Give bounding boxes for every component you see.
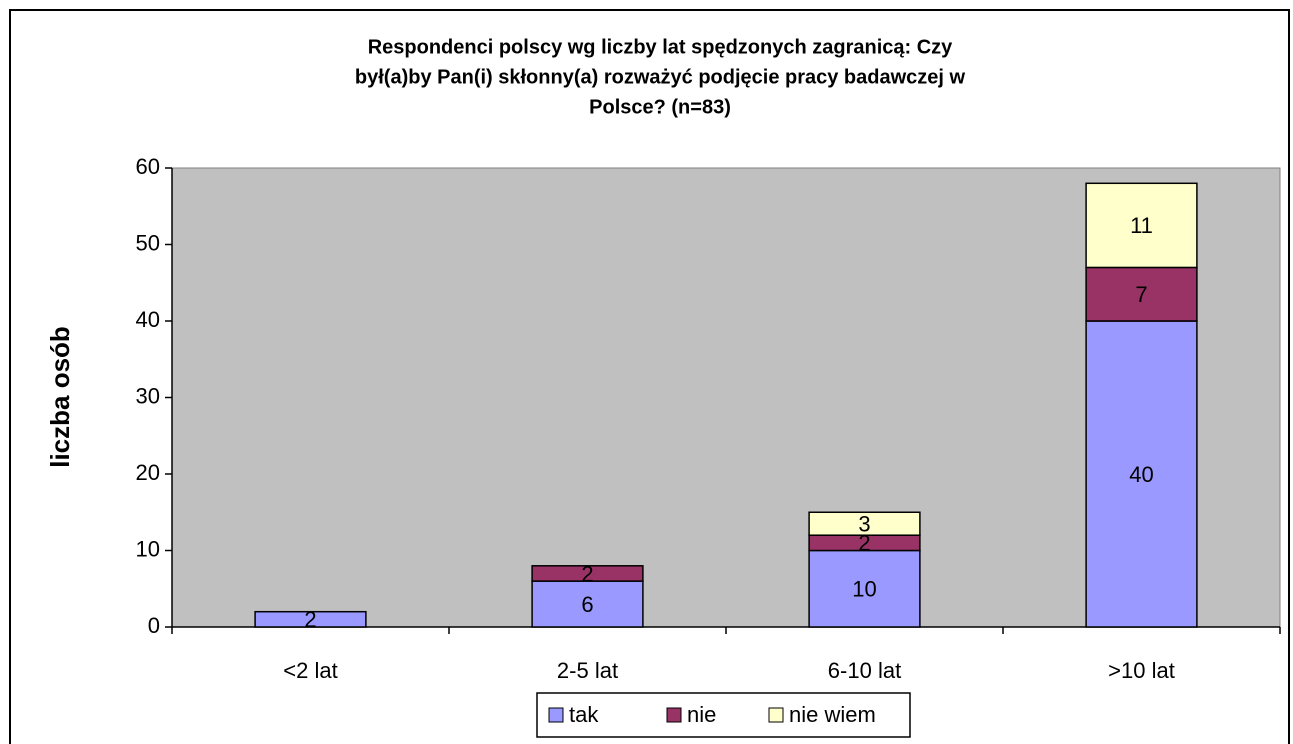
bar-segment <box>1085 266 1198 322</box>
bar-segment <box>1085 320 1198 628</box>
x-tick-label: <2 lat <box>283 658 337 683</box>
y-tick-label: 50 <box>136 230 160 255</box>
chart-title: Polsce? (n=83) <box>589 96 731 118</box>
x-tick-label: 6-10 lat <box>828 658 901 683</box>
legend-box <box>536 692 911 738</box>
data-label: 2 <box>581 561 593 586</box>
x-tick-label: >10 lat <box>1108 658 1175 683</box>
bar-segment <box>531 580 644 628</box>
x-tick-label: 2-5 lat <box>557 658 618 683</box>
data-label: 2 <box>858 531 870 556</box>
y-tick-label: 20 <box>136 460 160 485</box>
legend-label: nie wiem <box>789 702 876 727</box>
y-axis-label: liczba osób <box>45 326 75 468</box>
legend-label: tak <box>569 702 599 727</box>
legend-swatch <box>548 707 564 723</box>
y-tick-label: 40 <box>136 307 160 332</box>
y-tick-label: 30 <box>136 383 160 408</box>
chart-title: był(a)by Pan(i) skłonny(a) rozważyć podj… <box>355 66 966 88</box>
data-label: 2 <box>304 607 316 632</box>
bar-segment <box>808 511 921 536</box>
y-tick-label: 0 <box>148 613 160 638</box>
data-label: 7 <box>1135 282 1147 307</box>
data-label: 40 <box>1129 462 1153 487</box>
data-label: 6 <box>581 592 593 617</box>
legend-label: nie <box>687 702 716 727</box>
data-label: 3 <box>858 512 870 537</box>
legend-swatch <box>768 707 784 723</box>
data-label: 10 <box>852 577 876 602</box>
y-tick-label: 60 <box>136 154 160 179</box>
chart-title: Respondenci polscy wg liczby lat spędzon… <box>368 36 953 58</box>
bar-segment <box>254 610 367 628</box>
bar-segment <box>1085 182 1198 269</box>
data-label: 11 <box>1130 213 1153 238</box>
legend-swatch <box>666 707 682 723</box>
y-tick-label: 10 <box>136 536 160 561</box>
bar-segment <box>531 565 644 582</box>
